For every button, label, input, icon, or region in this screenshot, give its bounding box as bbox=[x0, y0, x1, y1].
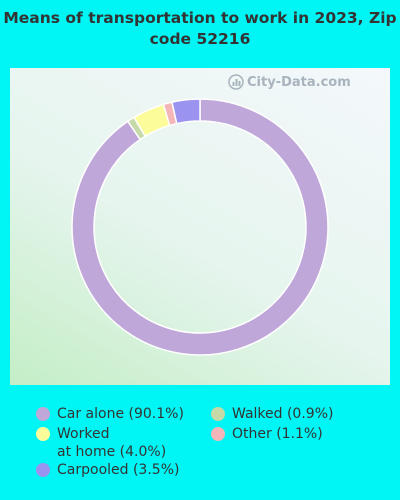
slice-car-alone bbox=[71, 98, 329, 356]
slice-carpooled bbox=[171, 98, 201, 125]
city-data-logo-icon bbox=[228, 74, 244, 90]
watermark-text: City-Data.com bbox=[247, 74, 351, 90]
chart-title: Means of transportation to work in 2023,… bbox=[3, 9, 397, 48]
watermark: City-Data.com bbox=[228, 74, 351, 90]
